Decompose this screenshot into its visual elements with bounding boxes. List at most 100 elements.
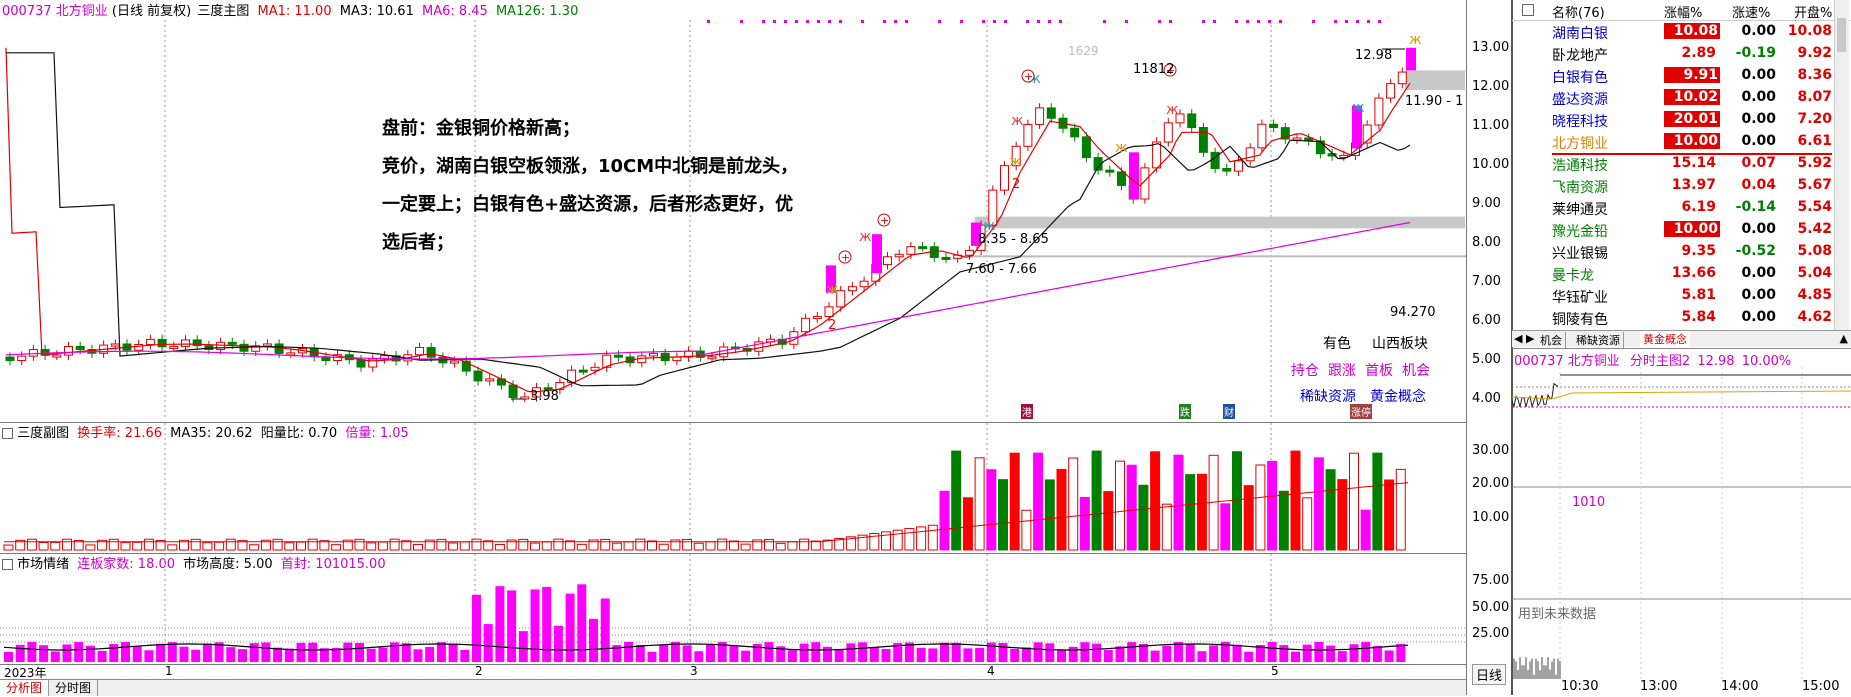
mood-bar <box>601 598 610 662</box>
sector-tag-chance[interactable]: 机会 <box>1402 360 1430 380</box>
volume-bar <box>811 541 820 550</box>
volume-bar <box>1186 475 1195 550</box>
sector-name[interactable]: 铜陵有色 <box>1552 309 1608 329</box>
sector-tag-scarce[interactable]: 稀缺资源 <box>1300 386 1356 406</box>
sector-row[interactable]: 晓程科技 20.01 0.00 7.20 <box>1512 109 1832 131</box>
sector-name[interactable]: 湖南白银 <box>1552 23 1608 43</box>
butterfly-icon: ж <box>1115 140 1128 156</box>
list-menu-icon[interactable] <box>1522 4 1534 16</box>
tab-scarce[interactable]: 稀缺资源 <box>1576 332 1624 348</box>
sector-tag-gold[interactable]: 黄金概念 <box>1370 386 1426 406</box>
candle-body <box>263 344 271 346</box>
candle-body <box>1024 124 1032 146</box>
sector-row[interactable]: 浩通科技 15.14 0.07 5.92 <box>1512 153 1832 175</box>
sector-tag-holding[interactable]: 持仓 <box>1291 360 1319 380</box>
sector-name[interactable]: 华钰矿业 <box>1552 287 1608 307</box>
sector-tag-first-board[interactable]: 首板 <box>1365 360 1393 380</box>
sector-name[interactable]: 盛达资源 <box>1552 89 1608 109</box>
sector-row[interactable]: 莱绅通灵 6.19 -0.14 5.54 <box>1512 197 1832 219</box>
sector-name[interactable]: 浩通科技 <box>1552 155 1608 175</box>
signal-dot <box>993 20 996 23</box>
signal-dot <box>1312 20 1315 23</box>
scroll-up-icon[interactable]: ▲ <box>1840 332 1848 345</box>
candle-body <box>1375 98 1383 125</box>
tab-next-icon[interactable]: ▶ <box>1526 332 1534 345</box>
sector-open: 8.07 <box>1784 89 1832 105</box>
month-label: 3 <box>690 664 698 678</box>
signal-dot <box>707 20 710 23</box>
sector-name[interactable]: 兴业银锡 <box>1552 243 1608 263</box>
mood-bar <box>449 644 458 662</box>
mood-bar <box>156 644 165 662</box>
sector-name[interactable]: 卧龙地产 <box>1552 45 1608 65</box>
sector-row[interactable]: 卧龙地产 2.89 -0.19 9.92 <box>1512 43 1832 65</box>
mood-bar <box>963 648 972 662</box>
candle-body <box>591 367 599 370</box>
sector-row[interactable]: 北方铜业 10.00 0.00 6.61 <box>1512 131 1832 153</box>
volume-bar <box>1338 480 1347 550</box>
volume-bar <box>133 542 142 550</box>
mood-bar <box>1385 650 1394 662</box>
sector-tag-follow[interactable]: 跟涨 <box>1328 360 1356 380</box>
panel-name[interactable]: 三度主图 <box>197 4 249 19</box>
mood-bar <box>203 643 212 662</box>
mood-bar <box>519 631 528 662</box>
tab-chance[interactable]: 机会 <box>1540 332 1566 348</box>
mood-bar <box>999 643 1008 662</box>
avg-price-line <box>1512 391 1851 399</box>
tab-intraday[interactable]: 分时图 <box>49 680 98 696</box>
count-label: 2 <box>1012 177 1020 192</box>
sector-row[interactable]: 豫光金铅 10.00 0.00 5.42 <box>1512 219 1832 241</box>
sector-row[interactable]: 飞南资源 13.97 0.04 5.67 <box>1512 175 1832 197</box>
sector-name[interactable]: 飞南资源 <box>1552 177 1608 197</box>
col-speed[interactable]: 涨速% <box>1732 2 1770 21</box>
butterfly-icon: ж <box>859 229 872 245</box>
sector-row[interactable]: 白银有色 9.91 0.00 8.36 <box>1512 65 1832 87</box>
signal-dot <box>1125 20 1128 23</box>
signal-dot <box>795 20 798 23</box>
sector-name[interactable]: 晓程科技 <box>1552 111 1608 131</box>
volume-bar <box>519 539 528 550</box>
stock-code-name[interactable]: 000737 北方铜业 <box>2 4 108 19</box>
candle-body <box>1235 161 1243 171</box>
tab-analysis[interactable]: 分析图 <box>0 680 49 696</box>
sector-name[interactable]: 白银有色 <box>1552 67 1608 87</box>
sector-name[interactable]: 北方铜业 <box>1552 133 1608 153</box>
volume-bar <box>1244 486 1253 550</box>
count-label: 2 <box>828 318 836 333</box>
event-marker[interactable]: 财 <box>1223 404 1235 419</box>
scroll-thumb[interactable] <box>1837 18 1846 52</box>
mood-bar <box>1174 642 1183 662</box>
period-button[interactable]: 日线 <box>1472 664 1506 685</box>
col-change[interactable]: 涨幅% <box>1664 2 1702 21</box>
col-name[interactable]: 名称(76) <box>1552 2 1605 21</box>
butterfly-icon: ж <box>826 282 839 298</box>
sector-row[interactable]: 华钰矿业 5.81 0.00 4.85 <box>1512 285 1832 307</box>
tab-prev-icon[interactable]: ◀ <box>1514 332 1522 345</box>
event-marker[interactable]: 港 <box>1021 404 1033 419</box>
signal-dot <box>1257 20 1260 23</box>
event-marker[interactable]: 跌 <box>1179 404 1191 419</box>
sector-row[interactable]: 兴业银锡 9.35 -0.52 5.08 <box>1512 241 1832 263</box>
mood-bar <box>86 646 95 662</box>
sector-row[interactable]: 湖南白银 10.08 0.00 10.08 <box>1512 21 1832 43</box>
sector-row[interactable]: 铜陵有色 5.84 0.00 4.62 <box>1512 307 1832 329</box>
scrollbar[interactable] <box>1834 0 1849 330</box>
mood-bar <box>1396 644 1405 662</box>
signal-dot <box>982 20 985 23</box>
sector-tag-nonferrous[interactable]: 有色 <box>1323 333 1351 353</box>
candle-body <box>451 361 459 363</box>
sector-tag-shanxi[interactable]: 山西板块 <box>1372 333 1428 353</box>
intraday-panel[interactable]: 000737 北方铜业 分时主图2 12.98 10.00% 1010 用到未来… <box>1512 348 1851 696</box>
tab-gold[interactable]: 黄金概念 <box>1640 331 1690 347</box>
event-marker[interactable]: 涨停 <box>1350 404 1372 419</box>
sector-name[interactable]: 莱绅通灵 <box>1552 199 1608 219</box>
volume-bar <box>63 539 72 550</box>
analysis-note: 盘前：金银铜价格新高； 竞价，湖南白银空板领涨，10CM中北铜是前龙头， 一定要… <box>382 110 842 262</box>
candle-body <box>1118 172 1126 186</box>
sector-name[interactable]: 豫光金铅 <box>1552 221 1608 241</box>
sector-row[interactable]: 盛达资源 10.02 0.00 8.07 <box>1512 87 1832 109</box>
sector-name[interactable]: 曼卡龙 <box>1552 265 1594 285</box>
col-open[interactable]: 开盘% <box>1794 2 1832 21</box>
sector-row[interactable]: 曼卡龙 13.66 0.00 5.04 <box>1512 263 1832 285</box>
